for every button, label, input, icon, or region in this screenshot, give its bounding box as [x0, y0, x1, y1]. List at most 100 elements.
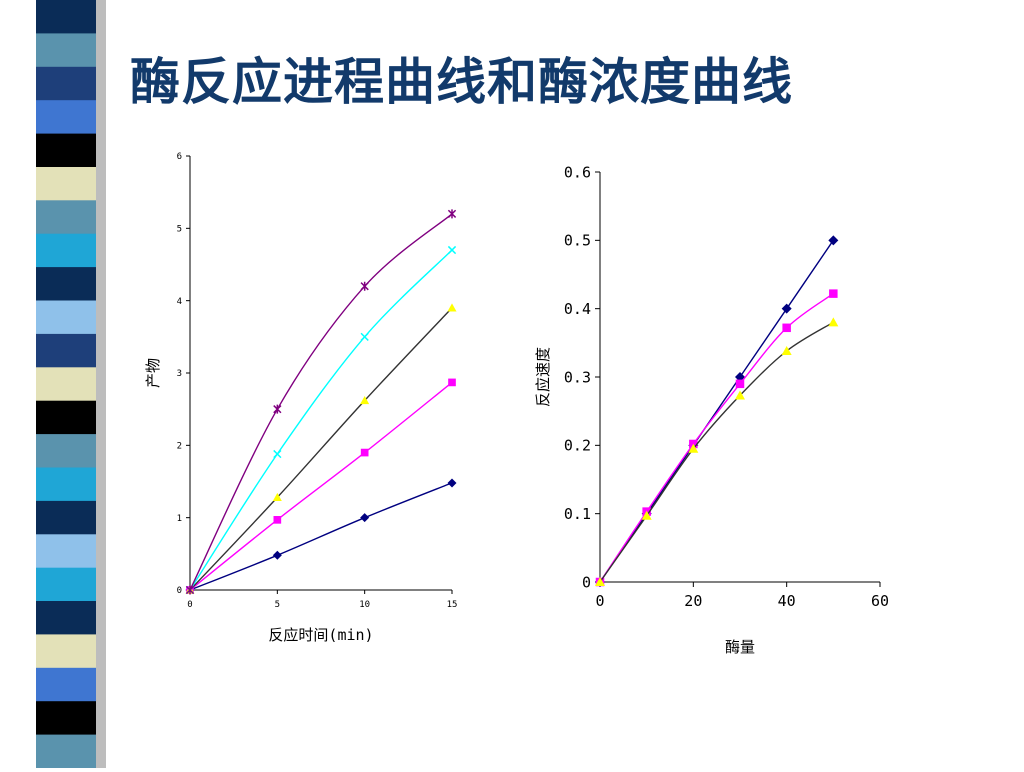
sidebar-stripe [36, 66, 96, 101]
data-point-x [273, 449, 282, 459]
data-point-x [185, 585, 195, 595]
sidebar-stripe [36, 701, 96, 736]
sidebar-stripe [36, 133, 96, 168]
data-point-triangle [595, 577, 605, 586]
data-point-square [689, 439, 698, 449]
x-tick-label: 0 [595, 592, 604, 610]
sidebar-stripe [36, 467, 96, 502]
data-point-square [186, 586, 194, 594]
y-tick-label: 2 [177, 441, 182, 451]
y-axis-label: 反应速度 [534, 347, 552, 407]
data-point-square [782, 323, 791, 333]
y-tick-label: 0 [582, 573, 591, 591]
data-point-x [447, 245, 457, 255]
series-line-1 [189, 381, 453, 591]
data-point-triangle [828, 317, 839, 327]
sidebar-stripe [36, 667, 96, 702]
sidebar-stripe [36, 734, 96, 769]
data-point-diamond [447, 478, 457, 488]
data-point-triangle [641, 510, 652, 520]
data-point-triangle [360, 395, 370, 405]
x-tick-label: 10 [359, 600, 370, 610]
data-point-square [642, 507, 651, 516]
x-tick-label: 40 [778, 592, 796, 610]
sidebar-stripe [36, 500, 96, 535]
y-tick-label: 5 [177, 224, 182, 234]
decorative-sidebar [0, 0, 120, 769]
y-axis-label: 产物 [144, 358, 162, 388]
data-point-diamond [688, 440, 699, 451]
y-tick-label: 4 [177, 297, 182, 307]
series-line-0 [189, 482, 453, 591]
data-point-diamond [360, 513, 370, 523]
data-point-triangle [735, 390, 745, 400]
sidebar-stripe [36, 200, 96, 235]
data-point-star [185, 585, 195, 595]
y-tick-label: 0.1 [564, 505, 591, 523]
series-line-0 [599, 239, 834, 583]
sidebar-stripe [36, 333, 96, 368]
data-point-diamond [272, 550, 282, 560]
sidebar-stripe [36, 33, 96, 68]
data-point-diamond [781, 303, 792, 314]
series-line-3 [189, 249, 453, 591]
data-point-square [273, 516, 282, 524]
y-tick-label: 3 [177, 369, 182, 379]
series-line-1 [599, 293, 834, 583]
series-line-4 [189, 213, 453, 591]
x-tick-label: 0 [187, 600, 192, 610]
data-point-x [360, 332, 369, 341]
data-point-diamond [185, 585, 195, 595]
sidebar-stripe [36, 233, 96, 268]
series-line-2 [599, 321, 834, 583]
data-point-star [273, 404, 282, 414]
data-point-star [360, 281, 369, 291]
data-point-square [360, 448, 369, 457]
data-point-diamond [828, 235, 839, 246]
sidebar-stripe [36, 100, 96, 135]
sidebar-shadow [96, 0, 106, 768]
y-tick-label: 0.4 [564, 300, 591, 318]
data-point-square [595, 577, 605, 587]
sidebar-stripe [36, 367, 96, 402]
x-tick-label: 5 [275, 600, 280, 610]
y-tick-label: 1 [177, 514, 182, 524]
data-point-square [829, 289, 838, 298]
x-tick-label: 60 [871, 592, 889, 610]
data-point-triangle [272, 492, 282, 502]
data-point-diamond [595, 577, 605, 587]
x-tick-label: 20 [684, 592, 702, 610]
y-tick-label: 6 [177, 152, 182, 162]
sidebar-stripe [36, 267, 96, 301]
sidebar-stripe [36, 167, 96, 201]
series-line-2 [189, 307, 453, 591]
y-tick-label: 0.3 [564, 368, 591, 386]
sidebar-stripe [36, 534, 96, 569]
sidebar-stripe [36, 634, 96, 669]
sidebar-stripe [36, 300, 96, 335]
sidebar-stripe [36, 0, 96, 34]
y-tick-label: 0.2 [564, 437, 591, 455]
sidebar-stripe [36, 601, 96, 635]
data-point-triangle [447, 303, 457, 312]
data-point-diamond [735, 372, 745, 382]
y-tick-label: 0.5 [564, 232, 591, 250]
x-tick-label: 15 [447, 600, 458, 610]
y-tick-label: 0 [177, 586, 182, 596]
sidebar-stripe [36, 567, 96, 602]
data-point-square [448, 378, 456, 387]
data-point-diamond [641, 508, 652, 519]
sidebar-stripe [36, 434, 96, 468]
data-point-triangle [688, 443, 699, 453]
x-axis-label: 酶量 [725, 638, 755, 656]
data-point-triangle [781, 346, 792, 356]
x-axis-label: 反应时间(min) [268, 626, 373, 644]
data-point-triangle [185, 585, 195, 594]
slide-title: 酶反应进程曲线和酶浓度曲线 [130, 52, 793, 111]
data-point-square [735, 379, 745, 389]
data-point-star [447, 209, 457, 219]
y-tick-label: 0.6 [564, 163, 591, 181]
sidebar-stripe [36, 400, 96, 435]
